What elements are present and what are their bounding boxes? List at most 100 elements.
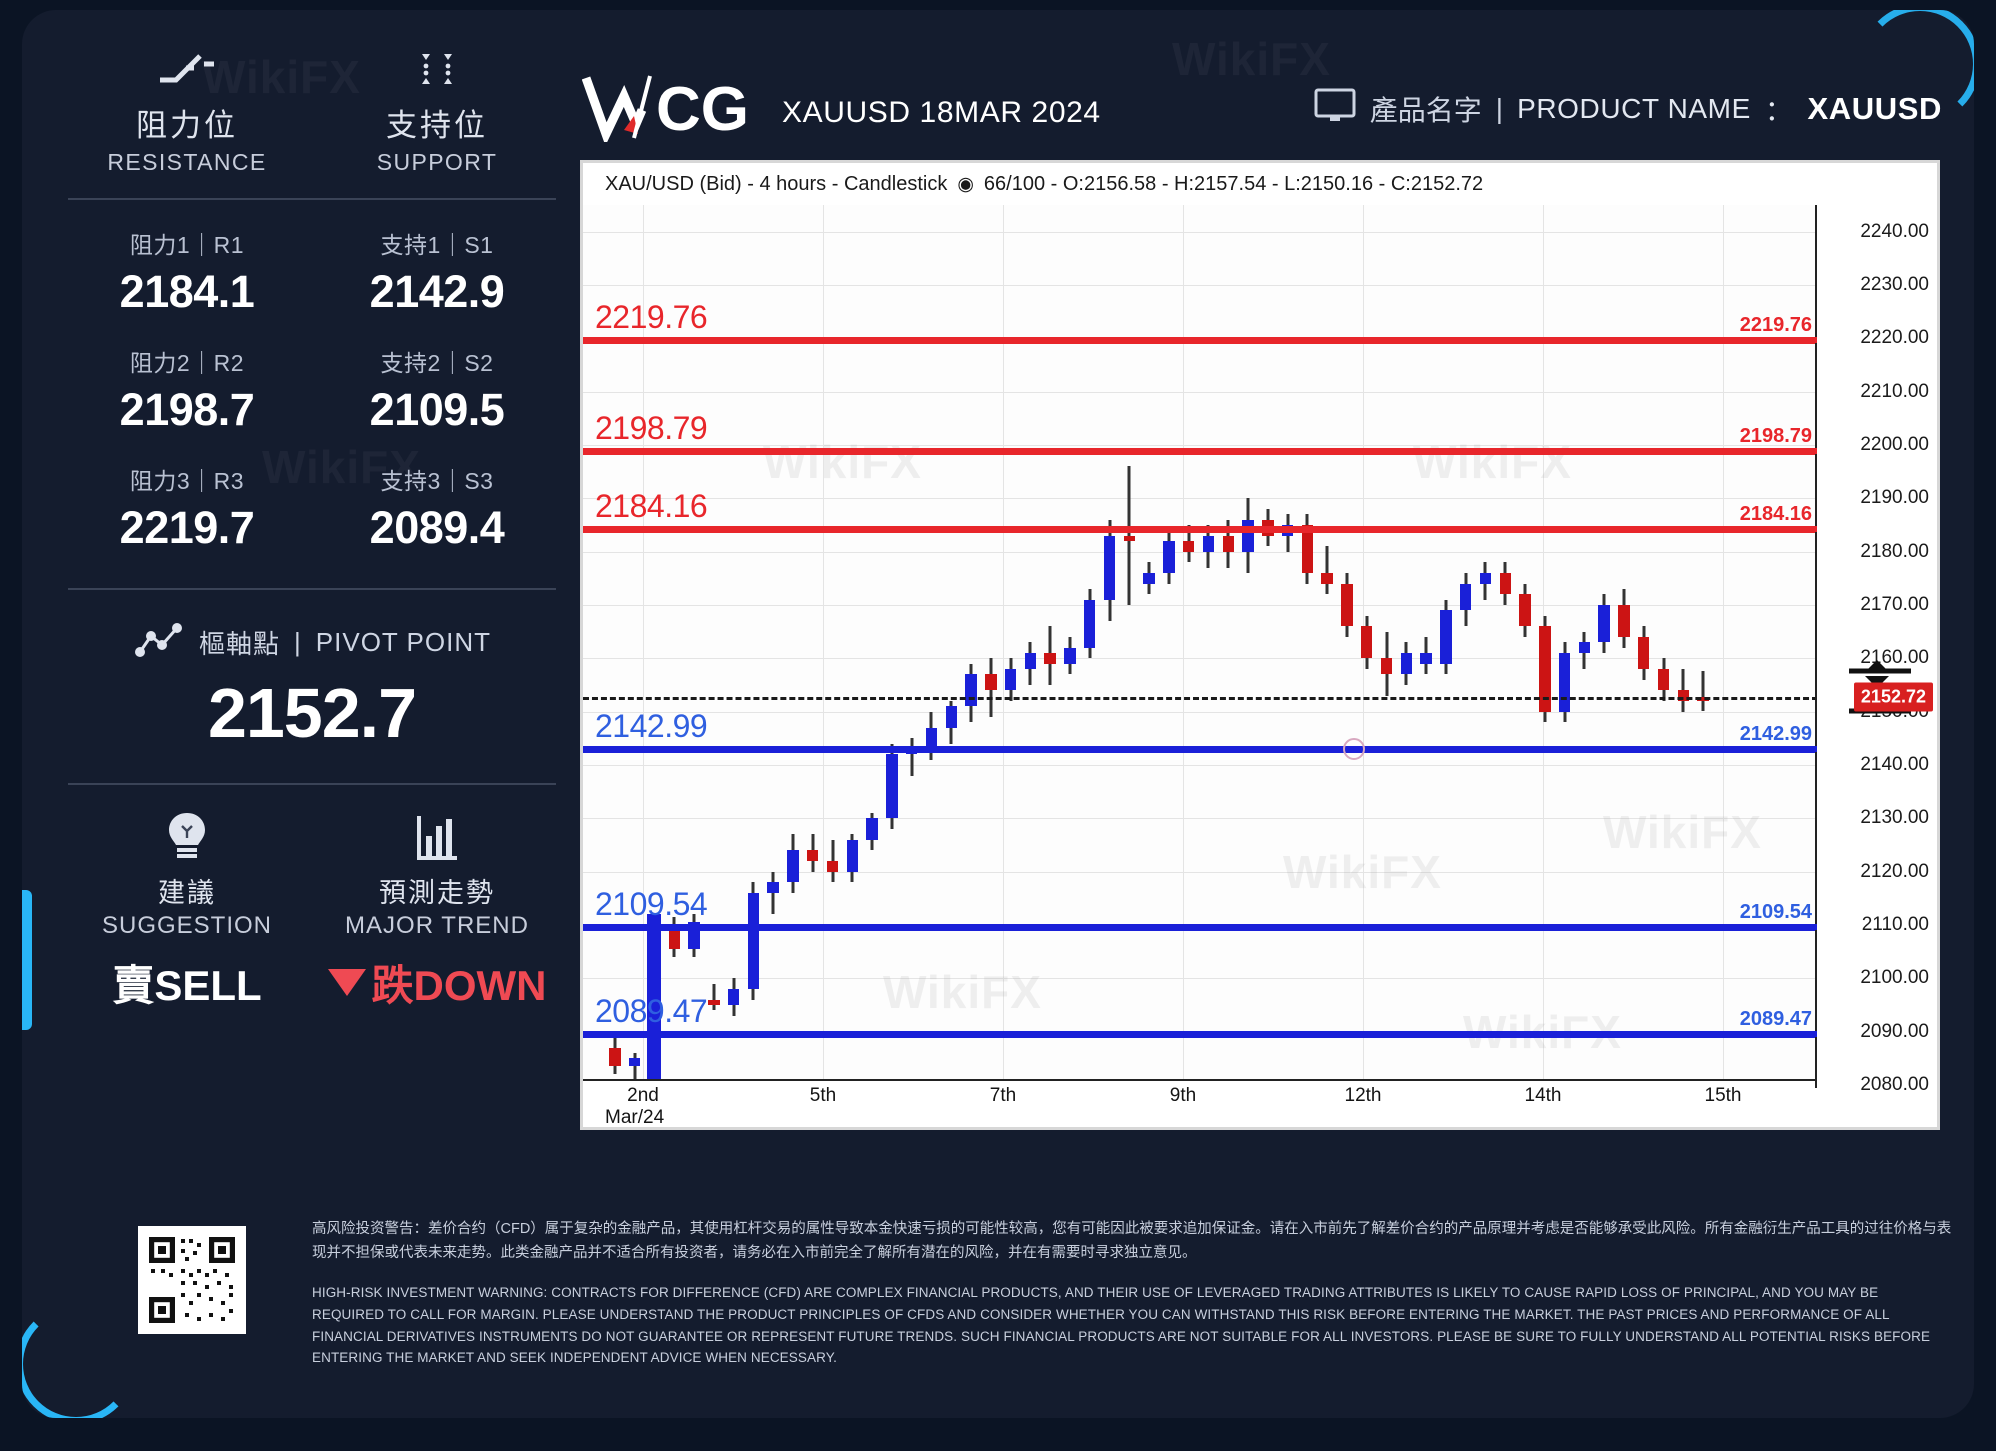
pivot-line-icon <box>133 620 185 665</box>
price-chart[interactable]: XAU/USD (Bid) - 4 hours - Candlestick ◉ … <box>580 160 1940 1130</box>
product-label-zh: 產品名字 <box>1369 94 1482 126</box>
candlestick <box>1578 631 1591 669</box>
gridline-h <box>583 658 1818 660</box>
watermark: WikiFX <box>1603 806 1762 858</box>
corner-arc-top-right <box>1860 10 1974 124</box>
resistance-2-label: 2198.79 <box>595 410 708 447</box>
candle-body <box>826 860 839 872</box>
support-header: 支持位 SUPPORT <box>312 46 562 176</box>
candlestick <box>1361 615 1373 669</box>
high-arrow-icon <box>1865 660 1889 673</box>
current-price-dashed-line <box>583 697 1818 701</box>
candlestick <box>1222 519 1234 568</box>
trend-value-wrap: 跌DOWN <box>312 952 562 1013</box>
pivot-label-en: PIVOT POINT <box>315 627 491 657</box>
candlestick <box>787 834 799 893</box>
candlestick <box>1321 546 1333 595</box>
axis-level-marker <box>1803 448 1817 455</box>
candle-body <box>985 674 997 691</box>
chart-title: XAU/USD (Bid) - 4 hours - Candlestick <box>605 172 948 195</box>
candlestick <box>1301 514 1314 584</box>
price-tick: 2220.00 <box>1860 327 1929 349</box>
candlestick <box>1499 562 1511 605</box>
axis-level-marker <box>1803 746 1817 753</box>
qr-code-icon[interactable] <box>138 1226 246 1334</box>
time-axis[interactable]: 2nd 5th 7th 9th 12th 14th 15th Mar/24 <box>583 1079 1818 1128</box>
levels-sidebar: 阻力位 RESISTANCE 支持位 SUPPORT <box>62 46 562 1146</box>
s2-value: 2109.5 <box>369 384 505 435</box>
r2-label: 阻力2｜R2 <box>129 350 245 376</box>
candlestick <box>1242 498 1254 573</box>
date-sublabel: Mar/24 <box>605 1107 665 1128</box>
annotation-circle-icon <box>1343 738 1365 760</box>
candlestick <box>708 983 720 1011</box>
candle-wick <box>712 983 716 1011</box>
product-separator: | <box>1495 92 1504 124</box>
gridline-h <box>583 231 1818 233</box>
price-tick: 2200.00 <box>1860 434 1929 455</box>
r3-label: 阻力3｜R3 <box>129 468 245 494</box>
price-tick: 2180.00 <box>1860 540 1929 562</box>
chart-info-bar: XAU/USD (Bid) - 4 hours - Candlestick ◉ … <box>583 163 1937 205</box>
price-tick: 2110.00 <box>1861 914 1929 935</box>
pivot-label-zh: 樞軸點 <box>199 629 281 659</box>
candlestick <box>1202 525 1215 568</box>
r3-value: 2219.7 <box>119 502 255 553</box>
disclaimer-en: HIGH-RISK INVESTMENT WARNING: CONTRACTS … <box>312 1284 1931 1366</box>
candle-body <box>1024 652 1037 669</box>
candle-body <box>1004 668 1017 691</box>
poster-header: CG XAUUSD 18MAR 2024 產品名字 | PRODUCT NAME… <box>582 72 1942 142</box>
candlestick <box>1103 519 1116 621</box>
support-3-value-right: 2089.47 <box>1739 1008 1812 1031</box>
pivot-value: 2152.7 <box>207 674 417 752</box>
resistance-label-en: RESISTANCE <box>107 149 267 175</box>
gridline-v <box>823 205 824 1085</box>
candlestick <box>767 871 779 915</box>
candlestick <box>1182 525 1195 563</box>
r1-label: 阻力1｜R1 <box>129 232 245 258</box>
candlestick <box>1479 562 1492 600</box>
candle-body <box>1578 642 1591 653</box>
price-axis[interactable]: 2240.00 2230.00 2220.00 2210.00 2200.00 2190.… <box>1803 163 1937 1095</box>
gridline-h <box>583 978 1818 980</box>
chart-plot-area[interactable]: WikiFXWikiFXWikiFXWikiFXWikiFXWikiFX2219… <box>583 205 1818 1085</box>
pivot-separator: | <box>294 627 302 657</box>
candlestick <box>1341 573 1353 637</box>
gridline-h <box>583 605 1818 606</box>
candlestick <box>1143 562 1155 595</box>
candlestick <box>747 882 760 1000</box>
resistance-1-value-right: 2219.76 <box>1739 313 1812 336</box>
candlestick <box>1558 642 1571 723</box>
trend-value: 跌DOWN <box>371 962 547 1009</box>
candlestick <box>688 914 700 957</box>
candle-body <box>1598 604 1610 643</box>
candle-body <box>1677 690 1690 701</box>
candlestick <box>1677 669 1690 712</box>
resistance-label-zh: 阻力位 <box>136 108 238 143</box>
price-tick: 2140.00 <box>1860 754 1929 775</box>
eye-icon[interactable]: ◉ <box>957 173 974 195</box>
candlestick <box>1598 594 1610 653</box>
candlestick <box>668 917 680 957</box>
price-tick: 2120.00 <box>1860 860 1929 882</box>
candle-body <box>787 850 799 883</box>
support-3: 支持3｜S3 2089.4 <box>312 462 562 554</box>
candle-body <box>1479 572 1492 584</box>
watermark: WikiFX <box>763 436 922 488</box>
date-tick: 15th <box>1704 1085 1742 1106</box>
divider <box>68 588 556 590</box>
resistance-3-label: 2184.16 <box>595 488 708 525</box>
candle-body <box>1084 599 1096 648</box>
candle-body <box>1440 610 1452 664</box>
level-row: 阻力3｜R3 2219.7 支持3｜S3 2089.4 <box>62 462 562 554</box>
s1-value: 2142.9 <box>369 266 505 317</box>
candle-body <box>1519 594 1531 627</box>
candlestick <box>1618 589 1630 648</box>
axis-level-marker <box>1803 924 1817 931</box>
candle-body <box>1143 572 1155 584</box>
support-2: 支持2｜S2 2109.5 <box>312 344 562 436</box>
candle-wick <box>910 738 914 776</box>
resistance-3-line <box>583 526 1818 534</box>
candlestick <box>886 743 898 829</box>
candlestick <box>1163 530 1175 584</box>
